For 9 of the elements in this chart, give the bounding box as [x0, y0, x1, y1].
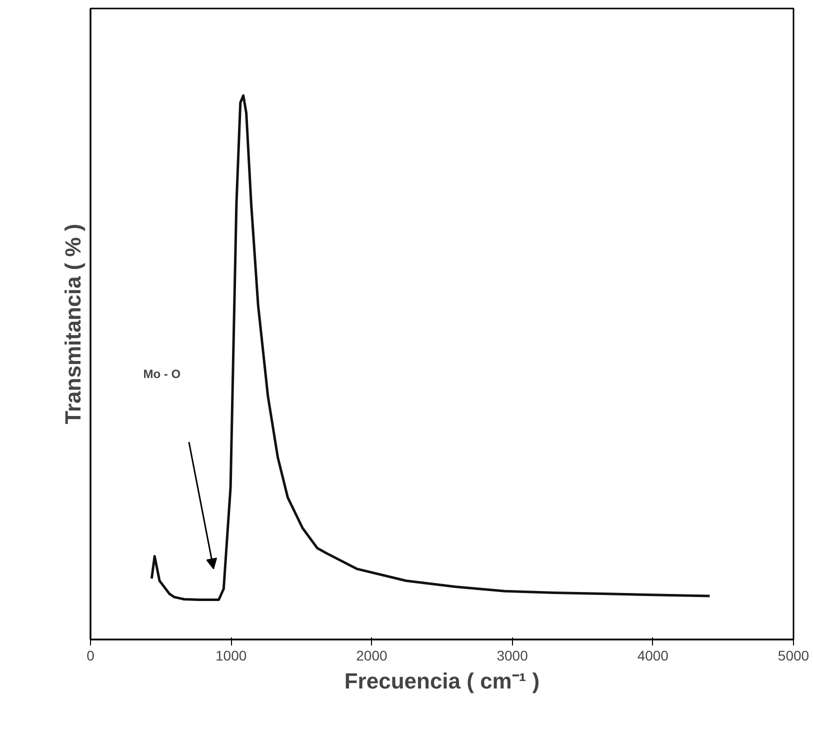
x-tick-label: 0 [86, 648, 95, 664]
x-tick-label: 3000 [496, 648, 528, 664]
x-tick-label: 4000 [637, 648, 669, 664]
x-tick-label: 5000 [778, 648, 810, 664]
x-axis-title: Frecuencia ( cm⁻¹ ) [344, 668, 540, 694]
x-tick-label: 2000 [356, 648, 388, 664]
x-tick-label: 1000 [216, 648, 247, 664]
y-axis-title: Transmitancia ( % ) [60, 224, 86, 424]
annotation: Mo - O [143, 366, 181, 381]
